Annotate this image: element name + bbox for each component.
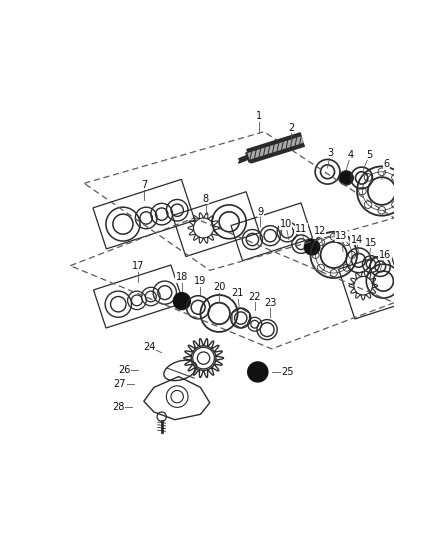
Text: 11: 11 <box>295 224 307 234</box>
Text: 12: 12 <box>314 226 326 236</box>
Bar <box>231 203 312 261</box>
Text: 8: 8 <box>203 193 209 204</box>
Text: 28: 28 <box>112 401 124 411</box>
Text: 6: 6 <box>383 159 389 169</box>
Text: 18: 18 <box>176 272 188 282</box>
Bar <box>94 265 184 328</box>
Text: 17: 17 <box>132 262 145 271</box>
Circle shape <box>304 239 320 255</box>
Text: 25: 25 <box>281 367 293 377</box>
Text: 21: 21 <box>231 288 244 298</box>
Text: 19: 19 <box>194 276 207 286</box>
Text: 27: 27 <box>113 378 126 389</box>
Text: 7: 7 <box>141 180 147 190</box>
Text: 22: 22 <box>248 292 261 302</box>
Text: 26: 26 <box>118 366 131 375</box>
Text: 15: 15 <box>365 238 377 248</box>
Text: 10: 10 <box>279 219 292 229</box>
Text: 2: 2 <box>288 123 294 133</box>
Text: 9: 9 <box>257 207 263 217</box>
Text: 20: 20 <box>213 282 225 292</box>
Circle shape <box>173 293 191 310</box>
Text: 3: 3 <box>328 148 334 158</box>
Text: 4: 4 <box>348 150 354 160</box>
Text: 13: 13 <box>336 231 348 241</box>
Text: 16: 16 <box>379 250 391 260</box>
Bar <box>93 179 195 249</box>
Bar <box>173 192 259 256</box>
Bar <box>339 253 406 319</box>
Circle shape <box>248 362 268 382</box>
Text: 1: 1 <box>256 111 262 122</box>
Circle shape <box>339 171 353 185</box>
Text: 5: 5 <box>366 150 373 160</box>
Text: 14: 14 <box>351 235 363 245</box>
Text: 24: 24 <box>143 342 155 352</box>
Text: 23: 23 <box>264 297 276 308</box>
